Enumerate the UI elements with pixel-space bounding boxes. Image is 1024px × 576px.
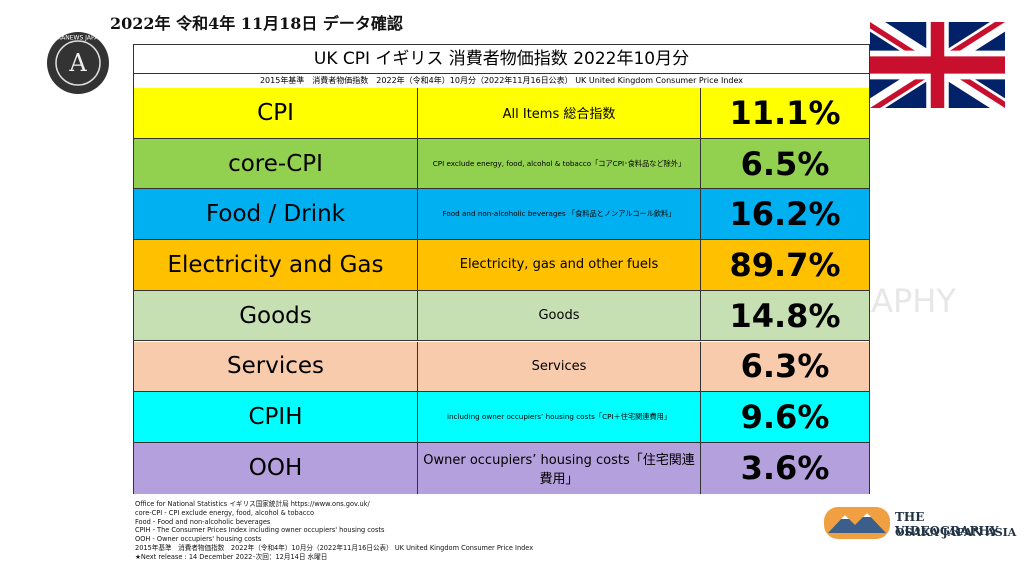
row-value: 9.6% <box>740 398 830 437</box>
table-subtitle: 2015年基準 消費者物価指数 2022年（令和4年）10月分（2022年11月… <box>134 73 869 89</box>
row-label: CPI <box>134 88 418 138</box>
footnote: 2015年基準 消費者物価指数 2022年（令和4年）10月分（2022年11月… <box>135 543 534 552</box>
table-row: OOH Owner occupiers’ housing costs「住宅関連費用… <box>134 442 869 494</box>
footnote: core-CPI - CPI exclude energy, food, alc… <box>135 508 315 517</box>
footnote: CPIH - The Consumer Prices Index includi… <box>135 526 385 535</box>
footnotes: Office for National Statistics イギリス国家統計局… <box>135 500 533 562</box>
row-label: Goods <box>134 290 418 341</box>
row-label: Electricity and Gas <box>134 240 418 290</box>
table-row: CPIH including owner occupiers’ housing c… <box>134 392 869 443</box>
brand-place: OSAKA JAPAN ASIA <box>895 526 1017 539</box>
table: UK CPI イギリス 消費者物価指数 2022年10月分 2015年基準 消費… <box>133 44 870 494</box>
row-description: Electricity, gas and other fuels <box>418 240 701 290</box>
uk-flag <box>870 22 1005 108</box>
logo-text: AKANEWS JAPAN <box>53 35 103 42</box>
row-description: CPI exclude energy, food, alcohol & toba… <box>418 138 701 189</box>
row-value: 11.1% <box>729 93 841 132</box>
logo-letter: A <box>68 49 87 77</box>
footnote: Food - Food and non-alcoholic beverages <box>135 517 271 526</box>
brand-logo <box>824 507 890 539</box>
logo: AKANEWS JAPAN A <box>47 32 109 94</box>
row-value: 89.7% <box>729 245 841 284</box>
row-description: Goods <box>418 290 701 341</box>
table-title: UK CPI イギリス 消費者物価指数 2022年10月分 <box>134 45 869 74</box>
row-description: All Items 総合指数 <box>418 88 701 138</box>
date: 2022年 令和4年 11月18日 データ確認 <box>110 14 403 33</box>
row-value: 6.5% <box>740 144 830 183</box>
row-value: 6.3% <box>740 347 830 386</box>
table-row: Electricity and Gas Electricity, gas and … <box>134 240 869 291</box>
row-label: Food / Drink <box>134 189 418 240</box>
row-description: Owner occupiers’ housing costs「住宅関連費用」 <box>418 442 701 494</box>
row-description: Services <box>418 341 701 392</box>
table-row: CPI All Items 総合指数 11.1% <box>134 88 869 139</box>
footnote: OOH - Owner occupiers' housing costs <box>135 535 262 544</box>
table-row: Services Services 6.3% <box>134 341 869 393</box>
brand-name: THE VIDEOGRAPHY <box>895 510 999 538</box>
row-value: 3.6% <box>740 449 830 488</box>
row-value: 16.2% <box>729 195 841 234</box>
row-label: core-CPI <box>134 138 418 189</box>
row-label: Services <box>134 341 418 392</box>
footnote: ★Next release : 14 December 2022･次回：12月1… <box>135 552 328 561</box>
row-description: including owner occupiers’ housing costs… <box>418 392 701 442</box>
table-row: Goods Goods 14.8% <box>134 290 869 342</box>
table-row: Food / Drink Food and non-alcoholic bever… <box>134 189 869 241</box>
table-row: core-CPI CPI exclude energy, food, alcoho… <box>134 138 869 190</box>
row-label: CPIH <box>134 392 418 442</box>
row-description: Food and non-alcoholic beverages 「食料品とノン… <box>418 189 701 240</box>
footnote: Office for National Statistics イギリス国家統計局… <box>135 500 370 508</box>
row-label: OOH <box>134 442 418 494</box>
row-value: 14.8% <box>729 296 841 335</box>
